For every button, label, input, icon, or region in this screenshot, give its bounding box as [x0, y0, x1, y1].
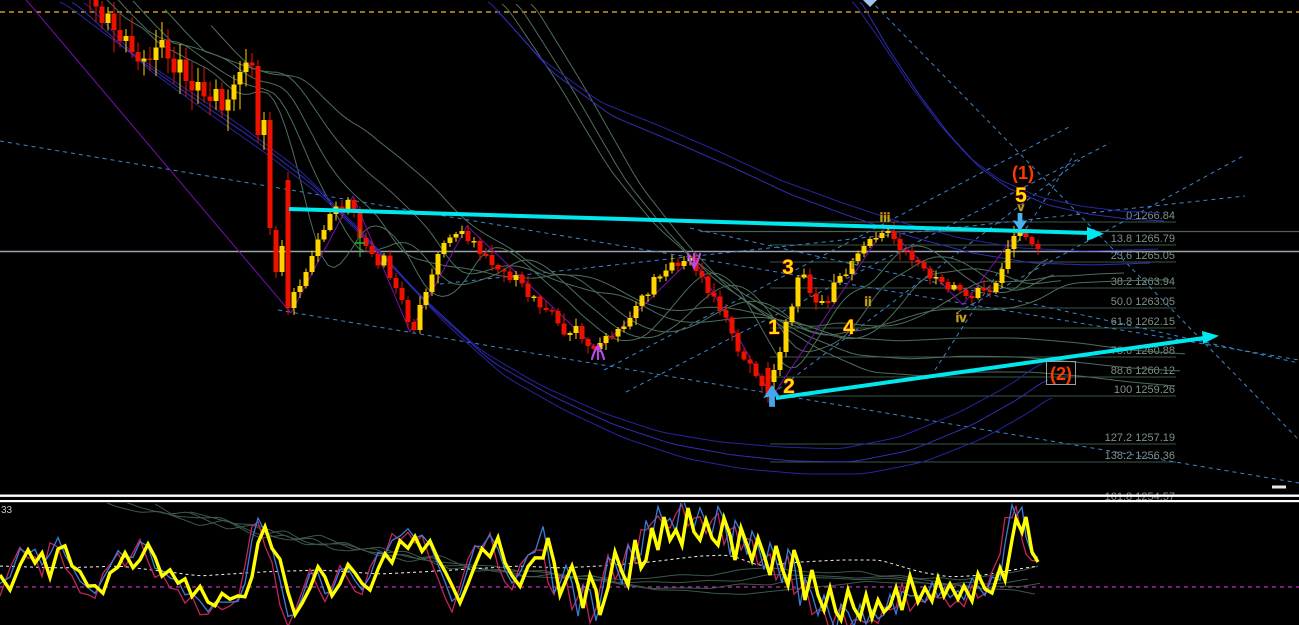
svg-text:61.8 1262.15: 61.8 1262.15 — [1111, 316, 1175, 328]
svg-text:100 1259.26: 100 1259.26 — [1114, 384, 1175, 396]
svg-text:0 1266.84: 0 1266.84 — [1126, 210, 1175, 222]
svg-text:50.0 1263.05: 50.0 1263.05 — [1111, 296, 1175, 308]
svg-text:1: 1 — [768, 316, 780, 339]
svg-text:ii: ii — [864, 294, 871, 309]
svg-text:(2): (2) — [1050, 364, 1072, 384]
svg-text:3: 3 — [782, 256, 794, 279]
svg-text:5: 5 — [1015, 184, 1027, 207]
svg-text:i: i — [851, 256, 855, 271]
svg-text:13.8 1265.79: 13.8 1265.79 — [1111, 233, 1175, 245]
svg-text:127.2 1257.19: 127.2 1257.19 — [1105, 432, 1175, 444]
svg-text:33: 33 — [1, 505, 13, 516]
svg-text:23.6 1265.05: 23.6 1265.05 — [1111, 250, 1175, 262]
svg-text:(1): (1) — [1012, 163, 1034, 183]
svg-text:2: 2 — [783, 375, 795, 398]
svg-text:iii: iii — [880, 210, 891, 225]
svg-text:iv: iv — [956, 310, 968, 325]
svg-text:38.2 1263.94: 38.2 1263.94 — [1111, 276, 1175, 288]
svg-text:4: 4 — [843, 316, 855, 339]
svg-text:v: v — [1018, 200, 1025, 214]
